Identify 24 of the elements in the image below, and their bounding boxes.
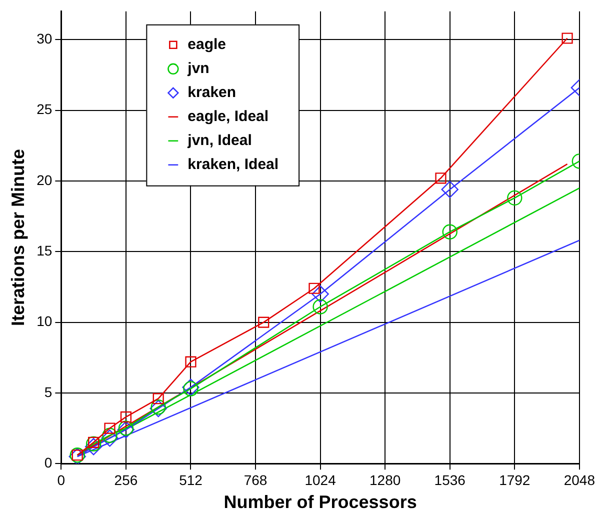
y-tick-label: 25 (36, 101, 52, 118)
x-tick-label: 1536 (434, 472, 466, 488)
x-axis-title: Number of Processors (224, 492, 417, 512)
x-tick-label: 512 (179, 472, 203, 488)
legend-label: eagle, Ideal (188, 108, 269, 126)
x-tick-label: 1024 (304, 472, 336, 488)
x-tick-label: 1280 (370, 472, 401, 488)
legend-label: jvn (186, 60, 210, 78)
x-tick-label: 0 (57, 472, 66, 488)
y-axis-title: Iterations per Minute (8, 148, 28, 326)
legend-label: jvn, Ideal (186, 132, 252, 150)
y-tick-label: 10 (36, 313, 52, 330)
y-tick-label: 20 (36, 172, 52, 188)
legend-label: kraken (188, 84, 236, 102)
y-tick-label: 0 (44, 454, 52, 470)
x-tick-label: 1792 (499, 472, 530, 488)
x-tick-label: 2048 (564, 472, 596, 488)
legend-label: eagle (188, 36, 226, 54)
y-tick-label: 5 (44, 384, 52, 400)
y-tick-label: 15 (36, 242, 52, 258)
legend-label: kraken, Ideal (188, 156, 279, 174)
x-tick-label: 256 (114, 472, 138, 488)
y-tick-label: 30 (36, 30, 52, 47)
x-tick-label: 768 (244, 472, 268, 488)
